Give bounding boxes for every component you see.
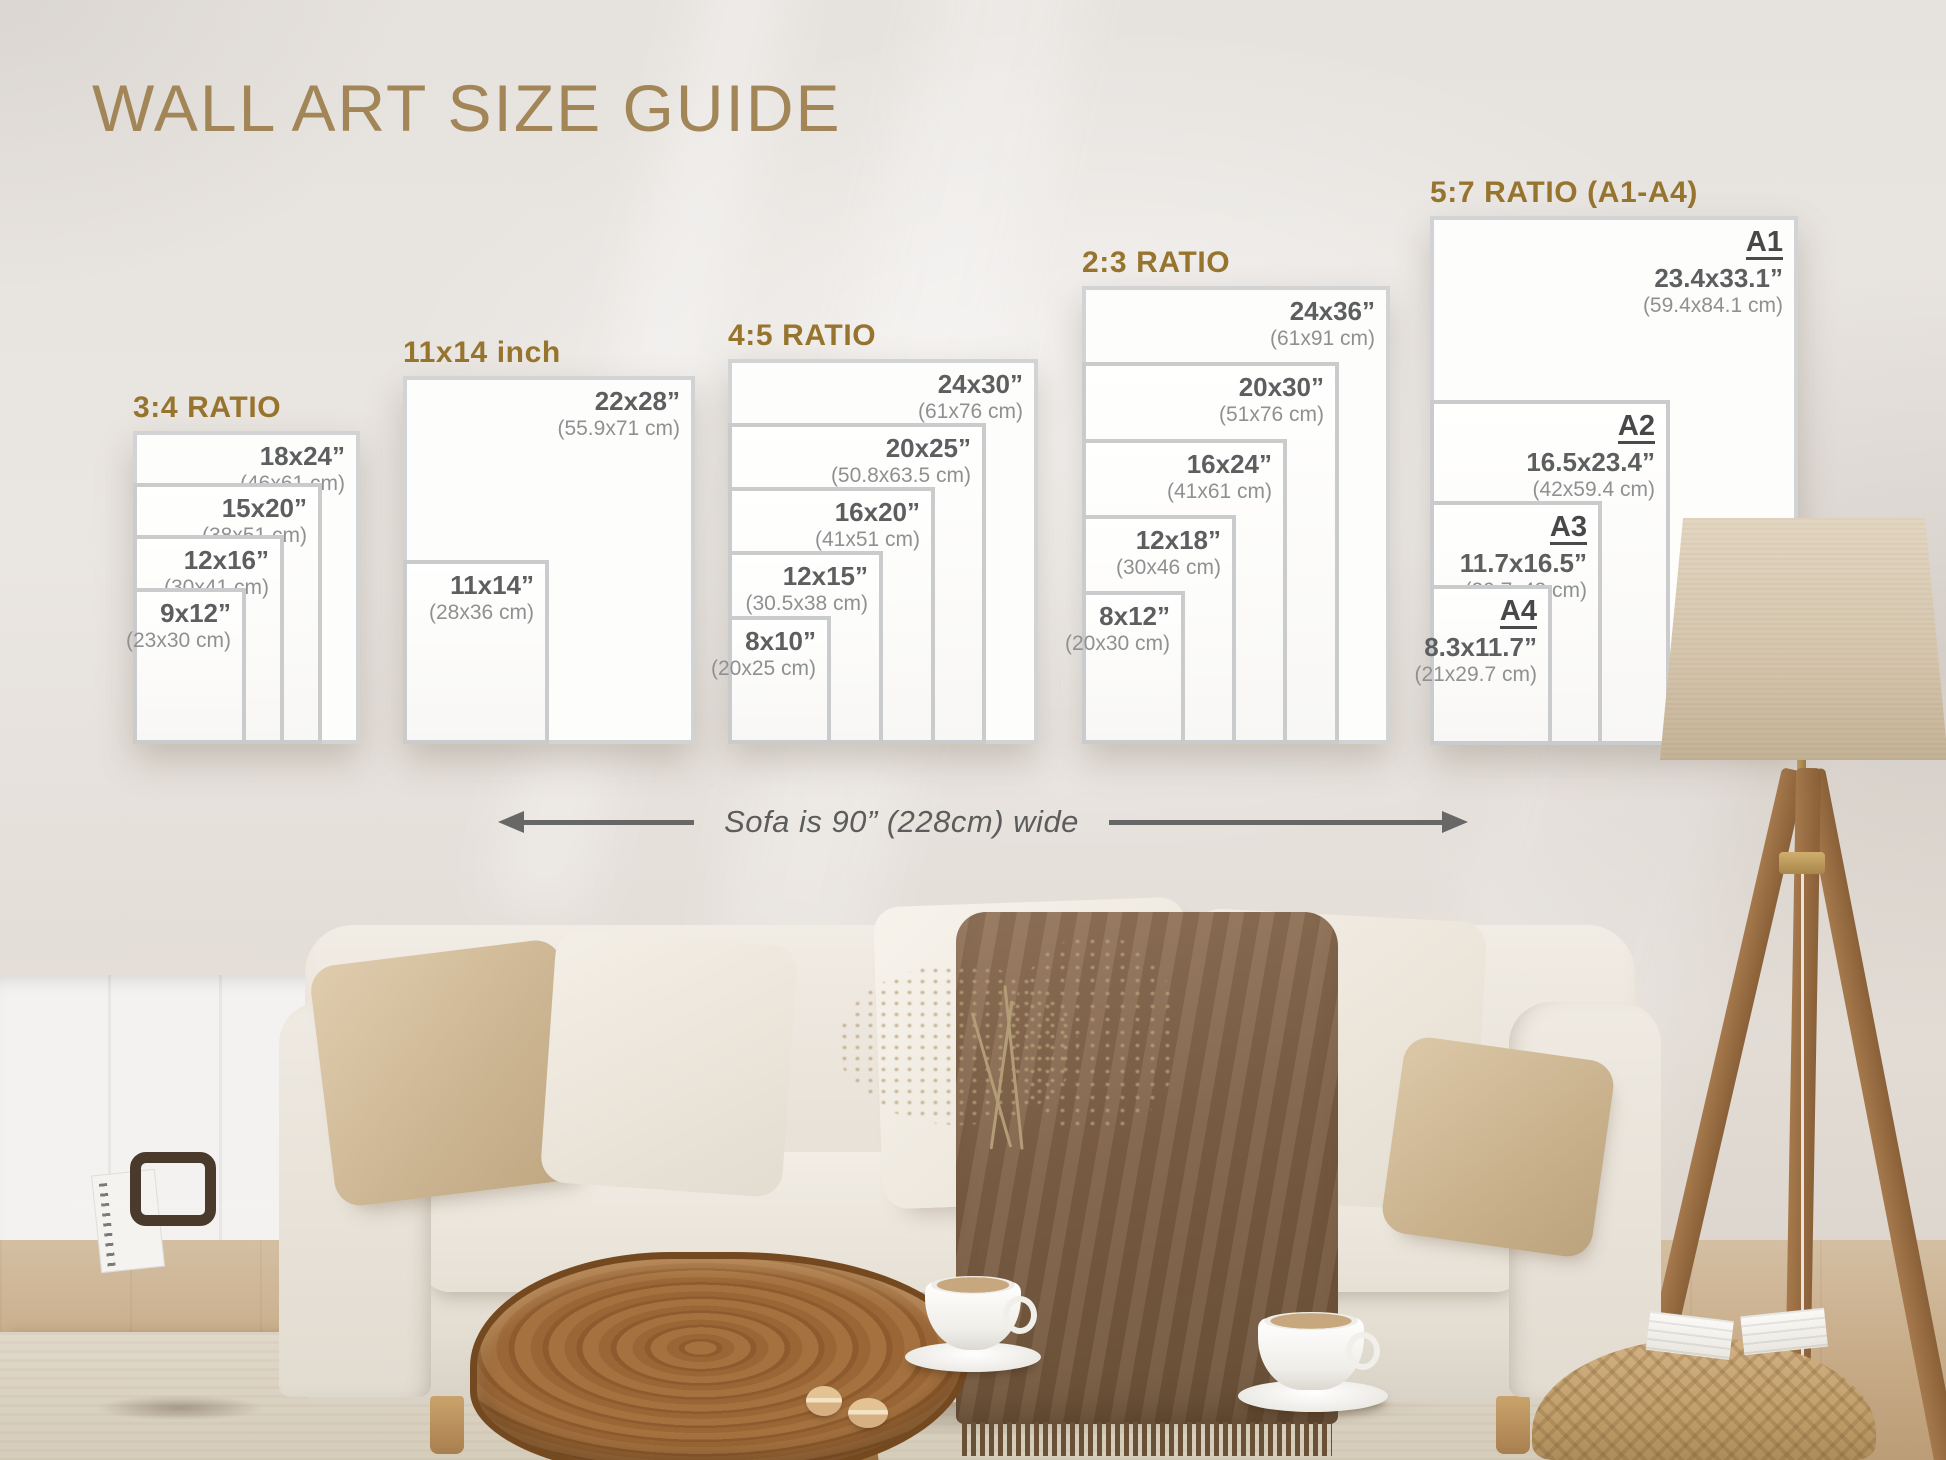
- size-group-2-3-ratio: 2:3 RATIO 24x36” (61x91 cm) 20x30” (51x7…: [1065, 246, 1390, 744]
- sofa-leg: [1496, 1396, 1530, 1454]
- size-rect-a4: A4 8.3x11.7” (21x29.7 cm): [1414, 585, 1552, 745]
- size-cm: (41x61 cm): [1166, 479, 1272, 503]
- size-inches: 24x30”: [937, 369, 1023, 399]
- magazine-rack-shadow: [60, 1390, 300, 1426]
- size-cm: (28x36 cm): [428, 600, 534, 624]
- size-group-5-7-ratio-a-series: 5:7 RATIO (A1-A4) A1 23.4x33.1” (59.4x84…: [1414, 176, 1798, 745]
- size-cm: (42x59.4 cm): [1532, 478, 1655, 502]
- nested-size-rects: 18x24” (46x61 cm) 15x20” (38x51 cm) 12x1…: [126, 431, 360, 744]
- magazine-rack-handle: [130, 1152, 216, 1226]
- group-label: 5:7 RATIO (A1-A4): [1430, 176, 1698, 209]
- nested-size-rects: 24x30” (61x76 cm) 20x25” (50.8x63.5 cm) …: [711, 359, 1038, 744]
- macaron: [806, 1386, 842, 1416]
- size-group-11x14: 11x14 inch 22x28” (55.9x71 cm) 11x14” (2…: [403, 336, 695, 744]
- lamp-cord: [1801, 870, 1804, 1460]
- size-rect-8x12: 8x12” (20x30 cm): [1065, 591, 1185, 744]
- coffee-cup: [1258, 1312, 1380, 1390]
- size-cm: (23x30 cm): [125, 628, 231, 652]
- open-book: [1636, 1300, 1744, 1368]
- group-label: 4:5 RATIO: [728, 319, 877, 352]
- size-inches: 15x20”: [221, 493, 307, 523]
- size-inches: 8x10”: [745, 626, 816, 656]
- size-inches: 22x28”: [594, 386, 680, 416]
- size-inches: 24x36”: [1289, 296, 1375, 326]
- coffee-cup: [925, 1276, 1037, 1350]
- group-label: 3:4 RATIO: [133, 391, 282, 424]
- size-cm: (41x51 cm): [814, 527, 920, 551]
- size-inches: 18x24”: [259, 441, 345, 471]
- size-inches: 11x14”: [450, 570, 534, 600]
- size-rect-11x14: 11x14” (28x36 cm): [403, 560, 549, 744]
- size-cm: (30x46 cm): [1115, 555, 1221, 579]
- paper-size-name: A3: [1549, 512, 1587, 546]
- size-inches: 12x15”: [782, 561, 868, 591]
- sofa-width-text: Sofa is 90” (228cm) wide: [724, 804, 1079, 839]
- group-label: 2:3 RATIO: [1082, 246, 1231, 279]
- live-edge-coffee-table: [470, 1252, 970, 1460]
- velvet-pillow-right: [1379, 1034, 1617, 1260]
- page-title: WALL ART SIZE GUIDE: [92, 71, 842, 145]
- size-cm: (55.9x71 cm): [557, 416, 680, 440]
- size-cm: (20x25 cm): [710, 656, 816, 680]
- size-inches: 8.3x11.7”: [1424, 632, 1537, 663]
- size-cm: (51x76 cm): [1218, 402, 1324, 426]
- sofa-width-note: Sofa is 90” (228cm) wide: [408, 796, 1558, 848]
- lamp-collar: [1779, 852, 1825, 874]
- size-inches: 16.5x23.4”: [1526, 447, 1655, 478]
- sofa-leg: [430, 1396, 464, 1454]
- size-inches: 11.7x16.5”: [1459, 548, 1587, 579]
- size-cm: (20x30 cm): [1064, 631, 1170, 655]
- size-group-3-4-ratio: 3:4 RATIO 18x24” (46x61 cm) 15x20” (38x5…: [126, 391, 360, 744]
- size-rect-8x10: 8x10” (20x25 cm): [711, 616, 831, 744]
- right-arrow-icon: [1108, 810, 1468, 833]
- size-inches: 16x20”: [834, 497, 920, 527]
- size-inches: 16x24”: [1186, 449, 1272, 479]
- size-inches: 20x30”: [1238, 372, 1324, 402]
- size-inches: 9x12”: [160, 598, 231, 628]
- size-cm: (21x29.7 cm): [1414, 663, 1537, 687]
- size-inches: 8x12”: [1099, 601, 1170, 631]
- lamp-shade: [1660, 518, 1946, 760]
- paper-size-name: A2: [1617, 411, 1655, 445]
- dried-flowers: [1010, 935, 1180, 1135]
- paper-size-name: A1: [1745, 227, 1783, 261]
- size-inches: 20x25”: [885, 433, 971, 463]
- size-group-4-5-ratio: 4:5 RATIO 24x30” (61x76 cm) 20x25” (50.8…: [711, 319, 1038, 744]
- size-inches: 12x18”: [1135, 525, 1221, 555]
- nested-size-rects: 24x36” (61x91 cm) 20x30” (51x76 cm) 16x2…: [1065, 286, 1390, 744]
- magazine-rack: [68, 1205, 280, 1401]
- size-inches: 12x16”: [183, 545, 269, 575]
- size-cm: (61x91 cm): [1269, 326, 1375, 350]
- size-cm: (50.8x63.5 cm): [830, 463, 971, 487]
- nested-size-rects: 22x28” (55.9x71 cm) 11x14” (28x36 cm): [403, 376, 695, 744]
- size-inches: 23.4x33.1”: [1654, 263, 1783, 294]
- size-rect-9x12: 9x12” (23x30 cm): [126, 588, 246, 744]
- group-label: 11x14 inch: [403, 336, 561, 369]
- nested-size-rects: A1 23.4x33.1” (59.4x84.1 cm) A2 16.5x23.…: [1414, 216, 1798, 745]
- size-cm: (30.5x38 cm): [745, 591, 868, 615]
- macaron: [848, 1398, 888, 1428]
- left-arrow-icon: [498, 810, 695, 833]
- size-cm: (61x76 cm): [917, 399, 1023, 423]
- linen-pillow: [539, 929, 799, 1199]
- size-cm: (59.4x84.1 cm): [1642, 294, 1783, 318]
- open-book: [1731, 1296, 1837, 1364]
- paper-size-name: A4: [1499, 596, 1537, 630]
